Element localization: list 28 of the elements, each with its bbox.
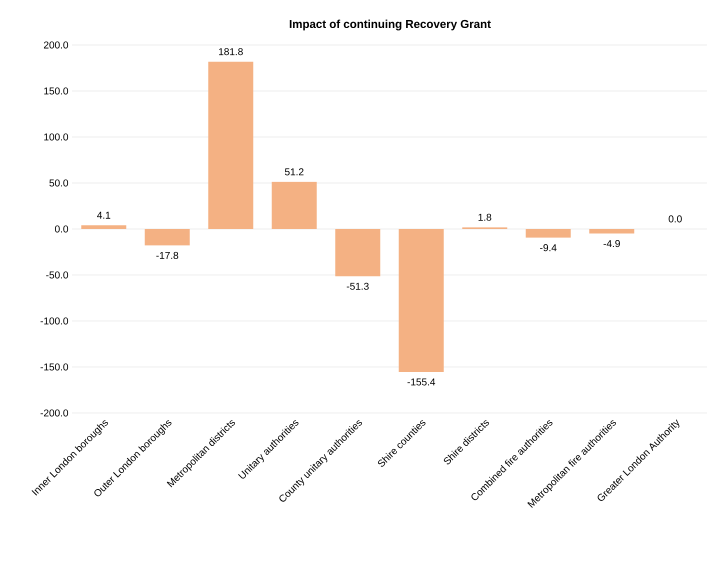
y-tick-label: 0.0 — [54, 225, 68, 233]
data-label: -155.4 — [408, 378, 436, 386]
y-tick-label: 150.0 — [44, 87, 68, 95]
data-label: -4.9 — [604, 240, 620, 248]
bar — [335, 228, 380, 276]
bar — [208, 62, 254, 229]
chart-title: Impact of continuing Recovery Grant — [290, 20, 491, 30]
bar — [272, 182, 317, 229]
data-label: -51.3 — [346, 282, 369, 290]
bar — [526, 228, 571, 238]
data-label: 0.0 — [668, 215, 682, 222]
y-tick-label: 100.0 — [44, 133, 68, 141]
y-tick-label: -50.0 — [46, 271, 68, 279]
y-tick-label: 200.0 — [44, 41, 68, 49]
y-tick-label: -200.0 — [40, 409, 68, 417]
bar — [398, 228, 444, 372]
data-label: -9.4 — [540, 244, 557, 252]
data-label: 1.8 — [478, 214, 492, 221]
bar — [589, 228, 634, 234]
data-label: 181.8 — [219, 48, 243, 56]
bar — [81, 225, 126, 229]
y-tick-label: -100.0 — [40, 317, 68, 325]
bar — [144, 228, 190, 246]
y-tick-label: 50.0 — [49, 179, 68, 187]
data-label: 51.2 — [284, 168, 304, 176]
y-tick-label: -150.0 — [40, 363, 68, 371]
data-label: 4.1 — [97, 212, 110, 219]
data-label: -17.8 — [156, 252, 178, 259]
